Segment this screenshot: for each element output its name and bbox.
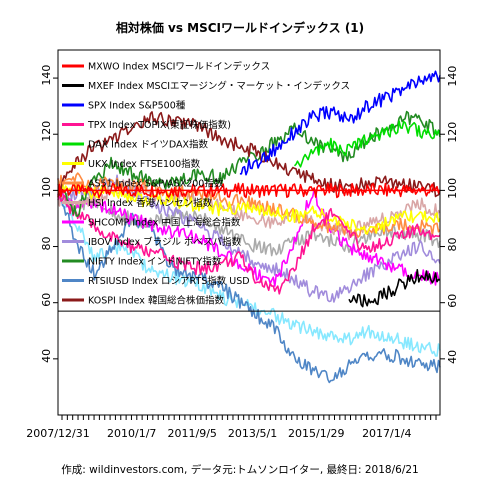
y-tick-label-right: 140 — [446, 66, 459, 87]
chart-caption: 作成: wildinvestors.com, データ元:トムソンロイター, 最終… — [61, 463, 418, 476]
legend-label-5: UKX Index FTSE100指数 — [88, 158, 201, 170]
series-line-1 — [348, 269, 441, 308]
legend-label-1: MXEF Index MSCIエマージング・マーケット・インデックス — [88, 80, 350, 92]
y-tick-label-right: 40 — [446, 350, 459, 364]
x-tick-label: 2017/1/4 — [362, 427, 411, 440]
legend-label-7: HSI Index 香港ハンセン指数 — [88, 197, 213, 209]
y-tick-label-right: 120 — [446, 122, 459, 143]
x-tick-label: 2010/1/7 — [107, 427, 156, 440]
y-tick-label-left: 60 — [40, 293, 53, 307]
x-tick-label: 2015/1/29 — [288, 427, 344, 440]
y-tick-label-right: 60 — [446, 294, 459, 308]
series-line-4 — [293, 120, 441, 168]
y-tick-label-left: 100 — [40, 177, 53, 198]
legend-label-12: KOSPI Index 韓国総合株価指数 — [88, 295, 224, 307]
legend-label-8: SHCOMP Index 中国 上海総合指数 — [88, 217, 241, 229]
y-tick-label-right: 100 — [446, 178, 459, 199]
axes-layer: 40 40 60 60 80 80 100 100 120 120 140 140 2007/12/31… — [26, 49, 459, 440]
legend-label-6: AS51 Index S&P/ASX200指数 — [88, 178, 224, 190]
legend-label-11: RTSIUSD Index ロシアRTS指数 USD — [88, 275, 250, 287]
legend-label-0: MXWO Index MSCIワールドインデックス — [88, 61, 270, 73]
legend-label-2: SPX Index S&P500種 — [88, 101, 186, 112]
series-line-6 — [57, 172, 441, 238]
series-line-2 — [239, 70, 441, 176]
y-tick-label-left: 40 — [40, 349, 53, 363]
series-line-13 — [57, 194, 441, 357]
legend-label-3: TPX Index TOPIX(東証株価指数) — [87, 119, 231, 131]
x-tick-label: 2007/12/31 — [26, 427, 89, 440]
y-tick-label-left: 80 — [40, 237, 53, 251]
y-tick-label-right: 80 — [446, 238, 459, 252]
chart-title: 相対株価 vs MSCIワールドインデックス (1) — [116, 20, 364, 35]
series-line-5 — [57, 181, 441, 235]
series-line-8 — [57, 188, 441, 287]
legend: MXWO Index MSCIワールドインデックス MXEF Index MSCI… — [62, 61, 350, 307]
y-tick-label-left: 120 — [40, 121, 53, 142]
x-tick-label: 2013/5/1 — [228, 427, 277, 440]
legend-label-10: NIFTY Index インドNIFTY指数 — [88, 256, 222, 268]
legend-label-4: DAX Index ドイツDAX指数 — [88, 139, 209, 151]
series-layer — [57, 70, 441, 384]
legend-label-9: IBOV Index ブラジル ボベスパ指数 — [88, 236, 242, 248]
x-tick-label: 2011/9/5 — [168, 427, 217, 440]
series-line-3 — [57, 193, 441, 295]
series-line-12 — [58, 111, 441, 198]
y-tick-label-left: 140 — [40, 65, 53, 86]
